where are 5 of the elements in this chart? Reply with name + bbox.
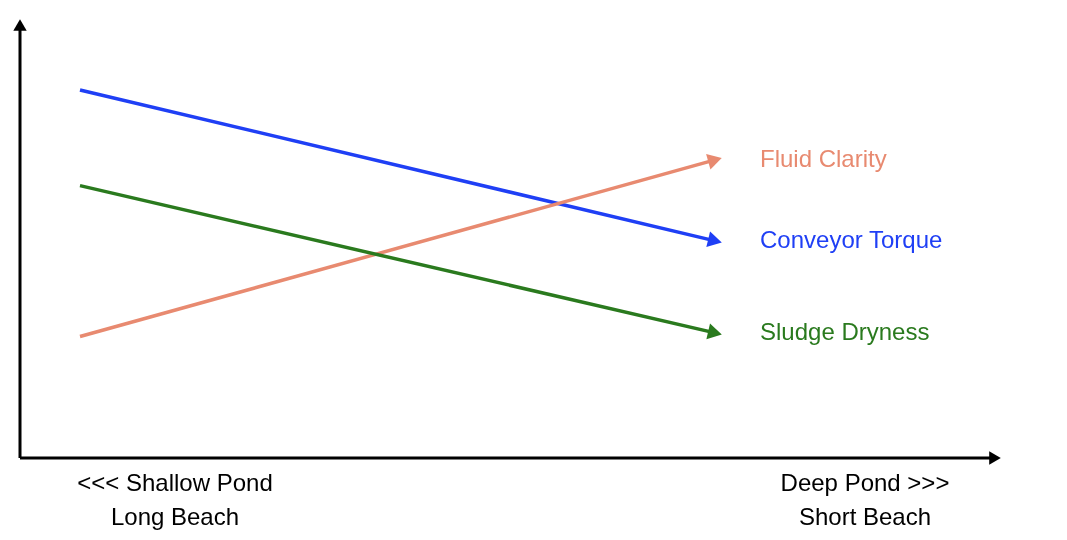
text: Deep Pond >>> Short Beach (780, 469, 950, 530)
series-label: Fluid Clarity (760, 144, 887, 172)
series-label: Sludge Dryness (760, 317, 930, 345)
series-label: Conveyor Torque (760, 225, 943, 253)
text: <<< Shallow Pond Long Beach (77, 469, 273, 530)
